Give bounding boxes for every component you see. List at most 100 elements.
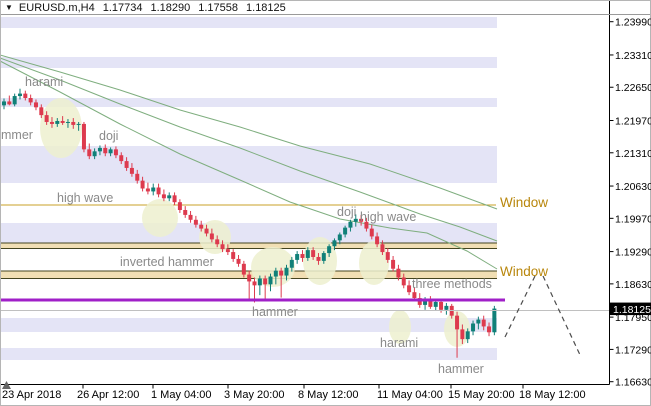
scroll-marker-icon[interactable]	[2, 381, 11, 389]
candle-body	[353, 218, 358, 222]
candle-body	[273, 270, 278, 277]
candle-body	[23, 93, 28, 99]
candle-body	[412, 292, 417, 299]
candle-body	[311, 250, 316, 257]
candle-body	[209, 233, 214, 240]
candle-body	[279, 270, 284, 276]
time-tick-label: 3 May 20:00	[224, 389, 285, 401]
moving-average-line	[0, 57, 498, 242]
moving-average-line	[0, 60, 498, 270]
candle-body	[151, 187, 156, 192]
pattern-highlight-ellipse	[40, 98, 82, 158]
candle-body	[247, 274, 252, 282]
candle-body	[268, 276, 273, 285]
candle-body	[455, 315, 460, 330]
candle-body	[385, 252, 390, 260]
window-label: Window	[500, 195, 548, 210]
candle-body	[71, 121, 76, 125]
candle-body	[12, 96, 17, 105]
price-tick-label: 1.22650	[615, 82, 651, 94]
candle-body	[444, 305, 449, 310]
price-tick-label: 1.16630	[615, 377, 651, 389]
candle-body	[321, 253, 326, 261]
candle-body	[236, 258, 241, 264]
candle-body	[305, 250, 310, 258]
time-tick-label: 26 Apr 12:00	[77, 389, 139, 401]
candle-body	[241, 263, 246, 275]
candle-body	[92, 151, 97, 157]
candle-body	[135, 173, 140, 181]
pattern-label: harami	[380, 336, 418, 350]
collapse-icon[interactable]: ▼	[5, 2, 13, 12]
candle-body	[199, 224, 204, 229]
price-tick-label: 1.17290	[615, 344, 651, 356]
forecast-projection-line	[504, 271, 538, 338]
time-tick-label: 18 May 12:00	[519, 389, 586, 401]
price-tick-label: 1.19290	[615, 247, 651, 259]
candle-body	[348, 221, 353, 228]
candle-body	[428, 300, 433, 307]
price-tick-label: 1.23310	[615, 50, 651, 62]
pattern-highlight-ellipse	[251, 247, 295, 287]
candle-body	[156, 187, 161, 195]
pattern-label: three methods	[412, 277, 492, 291]
price-tick-label: 1.19970	[615, 213, 651, 225]
candle-body	[327, 246, 332, 254]
sr-zone-band	[0, 348, 497, 360]
pattern-label: hammer	[438, 362, 484, 376]
candle-body	[492, 308, 497, 333]
pattern-highlight-ellipse	[142, 199, 178, 237]
forecast-projection-line	[542, 275, 582, 358]
candle-body	[140, 180, 145, 189]
candle-body	[124, 161, 129, 168]
candle-body	[263, 278, 268, 285]
moving-average-line	[0, 54, 498, 210]
candle-body	[220, 244, 225, 250]
ohlc-low: 1.17558	[198, 1, 239, 14]
pattern-highlight-ellipse	[303, 237, 337, 285]
candle-body	[465, 331, 470, 340]
time-tick-label: 23 Apr 2018	[2, 389, 61, 401]
candle-body	[161, 194, 166, 199]
pattern-label: mmer	[1, 128, 33, 142]
candle-body	[39, 107, 44, 116]
pattern-highlight-ellipse	[199, 220, 231, 254]
candle-body	[28, 98, 33, 103]
candle-body	[87, 149, 92, 157]
candle-body	[391, 259, 396, 269]
candle-body	[295, 254, 300, 260]
time-tick-label: 1 May 04:00	[151, 389, 212, 401]
sr-zone-band	[0, 17, 497, 28]
sr-zone-band	[0, 318, 497, 332]
window-band	[0, 243, 497, 249]
ohlc-high: 1.18290	[150, 1, 191, 14]
price-tick-label: 1.20630	[615, 181, 651, 193]
ohlc-open: 1.17734	[102, 1, 143, 14]
candle-body	[481, 319, 486, 327]
candle-body	[433, 301, 438, 307]
candle-body	[193, 219, 198, 225]
sr-zone-band	[0, 98, 497, 107]
candle-body	[17, 93, 22, 97]
candle-body	[177, 202, 182, 211]
pattern-label: high wave	[57, 191, 113, 205]
pattern-label: doji	[337, 205, 356, 219]
candle-body	[113, 149, 118, 156]
candle-body	[97, 147, 102, 152]
candle-body	[167, 195, 172, 199]
candle-body	[81, 123, 86, 150]
candle-body	[407, 285, 412, 293]
pattern-label: inverted hammer	[120, 255, 214, 269]
candle-body	[7, 101, 12, 105]
pattern-label: high wave	[360, 210, 416, 224]
candle-body	[55, 120, 60, 124]
candle-body	[476, 319, 481, 324]
pattern-label: hammer	[252, 305, 298, 319]
pattern-highlight-ellipse	[359, 241, 389, 285]
sr-zone-band	[0, 146, 497, 183]
candle-body	[145, 188, 150, 192]
pattern-highlight-ellipse	[389, 310, 411, 344]
candle-body	[103, 147, 108, 154]
